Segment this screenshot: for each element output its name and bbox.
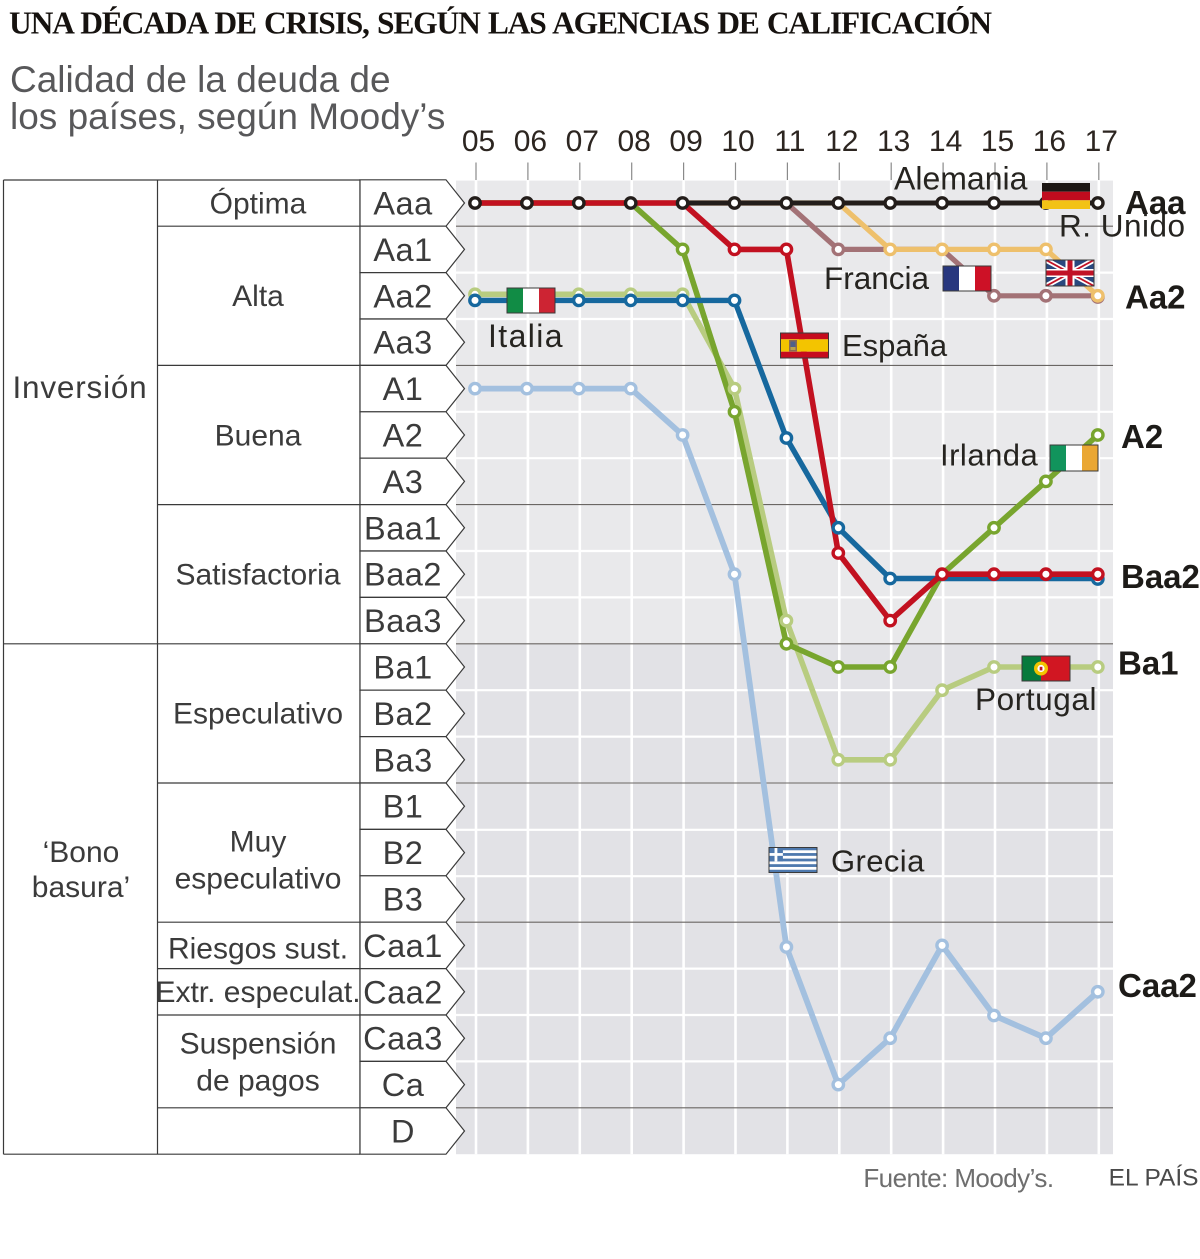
svg-text:A2: A2 <box>1121 418 1163 455</box>
svg-text:basura’: basura’ <box>32 871 130 904</box>
svg-text:Aaa: Aaa <box>373 186 433 222</box>
svg-text:Portugal: Portugal <box>975 681 1097 717</box>
svg-text:A3: A3 <box>383 464 424 500</box>
svg-text:Satisfactoria: Satisfactoria <box>175 559 340 592</box>
svg-text:Ca: Ca <box>382 1067 425 1103</box>
svg-text:A2: A2 <box>383 418 424 454</box>
svg-text:D: D <box>391 1114 415 1150</box>
svg-text:R. Unido: R. Unido <box>1059 208 1186 244</box>
svg-text:Aa3: Aa3 <box>373 325 432 361</box>
svg-text:Caa2: Caa2 <box>1118 967 1197 1004</box>
svg-text:Aaa: Aaa <box>1125 184 1186 221</box>
svg-text:Caa3: Caa3 <box>363 1021 443 1057</box>
svg-text:Calidad de la deuda de: Calidad de la deuda de <box>10 59 391 100</box>
svg-text:Baa2: Baa2 <box>1121 558 1200 595</box>
svg-text:17: 17 <box>1085 125 1118 158</box>
svg-text:Suspensión: Suspensión <box>180 1027 337 1060</box>
svg-text:Ba2: Ba2 <box>373 696 432 732</box>
svg-text:Grecia: Grecia <box>831 844 925 879</box>
svg-text:Ba1: Ba1 <box>373 650 432 686</box>
svg-text:España: España <box>842 328 948 363</box>
svg-text:14: 14 <box>929 125 962 158</box>
svg-text:05: 05 <box>462 125 495 158</box>
svg-text:12: 12 <box>825 125 858 158</box>
svg-text:07: 07 <box>566 125 599 158</box>
svg-text:06: 06 <box>514 125 547 158</box>
svg-text:15: 15 <box>981 125 1014 158</box>
svg-text:Ba3: Ba3 <box>373 742 432 778</box>
svg-text:‘Bono: ‘Bono <box>43 836 120 869</box>
svg-text:de pagos: de pagos <box>196 1064 319 1097</box>
svg-text:Ba1: Ba1 <box>1118 645 1179 682</box>
svg-text:11: 11 <box>774 125 805 158</box>
svg-text:Riesgos sust.: Riesgos sust. <box>168 933 348 966</box>
svg-text:Muy: Muy <box>230 826 287 859</box>
svg-text:Óptima: Óptima <box>210 188 307 221</box>
svg-text:B1: B1 <box>383 789 424 825</box>
svg-text:Baa1: Baa1 <box>364 510 442 546</box>
svg-text:13: 13 <box>877 125 910 158</box>
svg-text:UNA DÉCADA DE CRISIS, SEGÚN LA: UNA DÉCADA DE CRISIS, SEGÚN LAS AGENCIAS… <box>9 6 992 41</box>
svg-text:09: 09 <box>669 125 702 158</box>
svg-text:Especulativo: Especulativo <box>173 698 343 731</box>
svg-text:08: 08 <box>618 125 651 158</box>
svg-text:Alemania: Alemania <box>894 161 1028 197</box>
svg-text:especulativo: especulativo <box>175 863 342 896</box>
svg-text:Italia: Italia <box>488 318 564 354</box>
svg-text:Inversión: Inversión <box>12 369 147 405</box>
svg-text:los países, según Moody’s: los países, según Moody’s <box>10 96 445 137</box>
svg-text:Alta: Alta <box>232 280 284 313</box>
svg-text:Extr. especulat.: Extr. especulat. <box>155 976 360 1009</box>
svg-text:Aa2: Aa2 <box>1125 279 1186 316</box>
svg-text:A1: A1 <box>383 371 424 407</box>
svg-text:Aa2: Aa2 <box>373 278 432 314</box>
svg-text:16: 16 <box>1033 125 1066 158</box>
svg-text:Francia: Francia <box>824 260 930 296</box>
svg-text:B3: B3 <box>383 882 424 918</box>
svg-text:EL PAÍS: EL PAÍS <box>1109 1165 1199 1192</box>
svg-text:Buena: Buena <box>215 420 302 453</box>
svg-text:Baa3: Baa3 <box>364 603 442 639</box>
svg-text:Caa2: Caa2 <box>363 974 443 1010</box>
svg-text:Aa1: Aa1 <box>373 232 432 268</box>
svg-text:Irlanda: Irlanda <box>940 438 1039 473</box>
svg-text:10: 10 <box>721 125 754 158</box>
svg-text:Caa1: Caa1 <box>363 928 443 964</box>
svg-text:Baa2: Baa2 <box>364 557 442 593</box>
svg-text:Fuente: Moody’s.: Fuente: Moody’s. <box>863 1163 1053 1193</box>
svg-text:B2: B2 <box>383 835 424 871</box>
